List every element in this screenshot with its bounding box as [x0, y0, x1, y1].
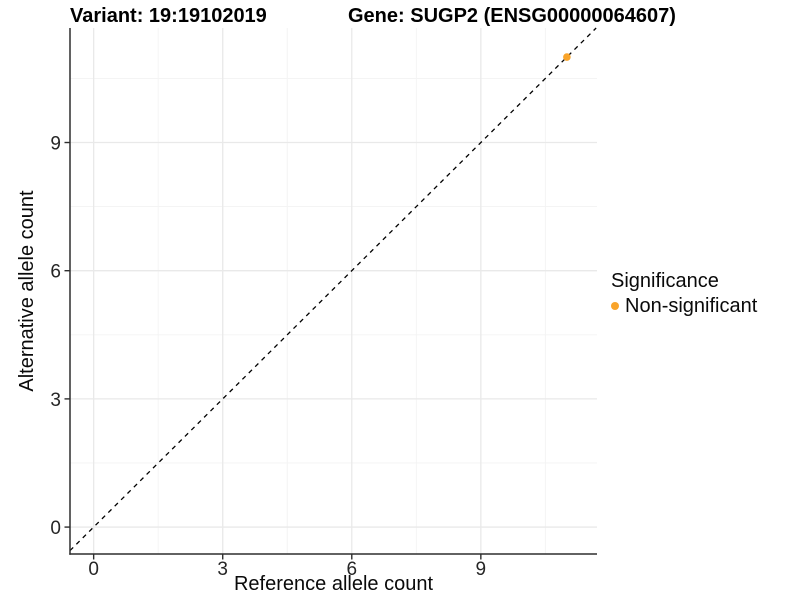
legend: Significance Non-significant	[611, 269, 757, 318]
identity-dashed-line	[69, 27, 597, 552]
plot-title-gene: Gene: SUGP2 (ENSG00000064607)	[348, 5, 676, 27]
x-tick-label: 6	[346, 559, 357, 580]
legend-point-icon	[611, 302, 619, 310]
y-tick-label: 9	[50, 134, 61, 155]
legend-item: Non-significant	[611, 294, 757, 318]
y-tick-label: 6	[50, 262, 61, 283]
y-axis-title: Alternative allele count	[16, 190, 38, 392]
x-tick-label: 9	[476, 559, 487, 580]
x-tick-label: 0	[88, 559, 99, 580]
legend-item-label: Non-significant	[625, 295, 758, 317]
y-tick-label: 3	[50, 390, 61, 411]
y-tick-label: 0	[50, 518, 61, 539]
x-tick-label: 3	[217, 559, 228, 580]
plot-title-variant: Variant: 19:19102019	[70, 5, 267, 27]
legend-title: Significance	[611, 270, 719, 292]
data-point	[563, 53, 571, 61]
x-axis-title: Reference allele count	[233, 573, 433, 595]
